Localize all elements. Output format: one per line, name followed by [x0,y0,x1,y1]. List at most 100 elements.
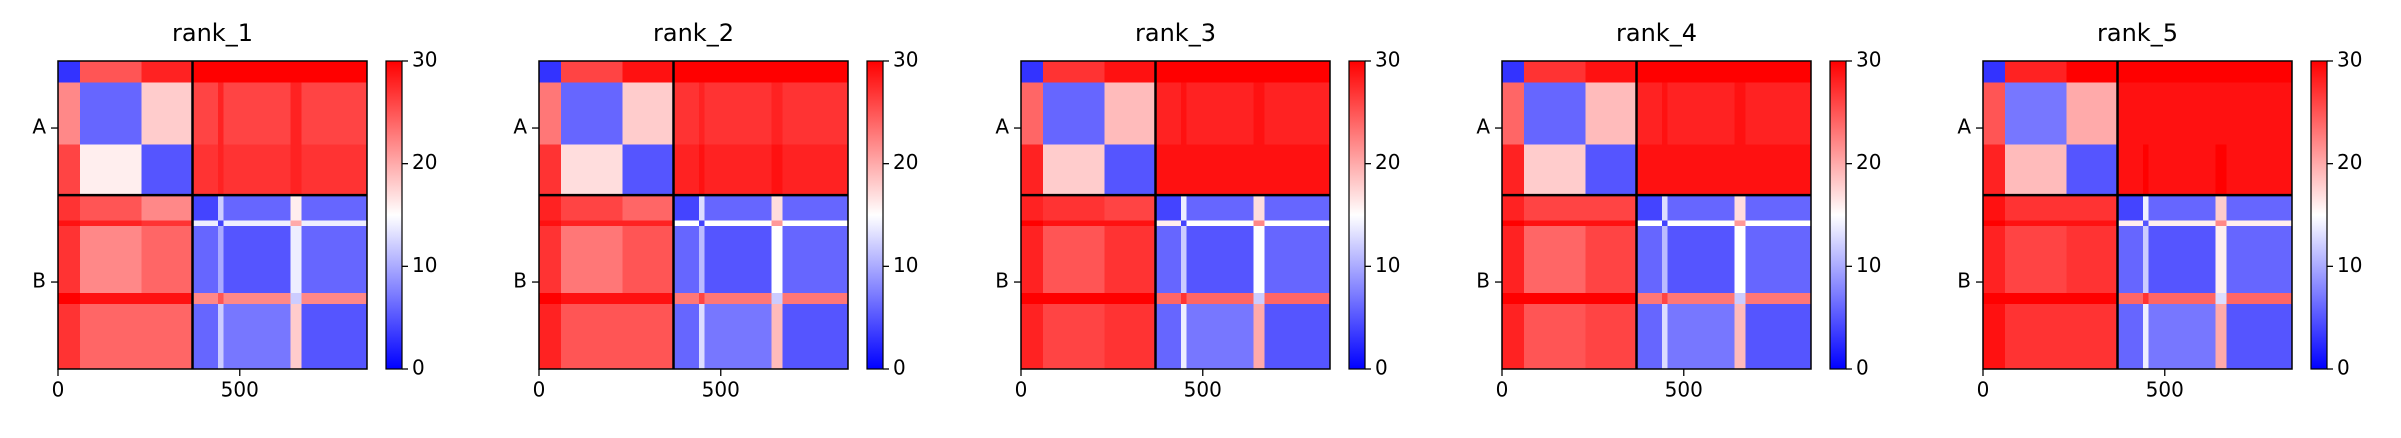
heatmap-cell [223,144,292,196]
heatmap-cell [2004,225,2068,294]
heatmap-cell [1104,292,1157,305]
heatmap-cell [2004,292,2068,305]
heatmap-cell [141,195,194,221]
heatmap-cell [782,195,849,221]
heatmap-cell [560,225,624,294]
colorbar-tick-label: 20 [893,150,918,174]
heatmap-cell [2148,220,2217,227]
heatmap-cell [1104,82,1157,145]
heatmap-cell [622,144,675,196]
heatmap-cell [1585,144,1638,196]
heatmap-cell [1636,82,1663,145]
heatmap-cell [1104,225,1157,294]
heatmap-cell [2226,195,2293,221]
heatmap-cell [673,292,700,305]
heatmap-cell [560,220,624,227]
heatmap-cell [301,144,368,196]
heatmap-cell [1983,303,2006,370]
heatmap-cell [290,220,303,227]
heatmap-cell [1264,292,1331,305]
heatmap-cell [673,303,700,370]
heatmap-cell [1734,82,1747,145]
colorbar-tick-label: 10 [412,253,437,277]
heatmap-cell [2004,220,2068,227]
heatmap-cell [1021,225,1044,294]
heatmap-cell [223,195,292,221]
heatmap-cell [223,303,292,370]
heatmap-cell [1186,144,1255,196]
heatmap-cell [223,82,292,145]
heatmap-cell [1253,61,1266,84]
heatmap-cell [1186,61,1255,84]
heatmap-cell [2066,82,2119,145]
heatmap-cell [141,144,194,196]
heatmap-cell [2142,144,2149,196]
heatmap-cell [673,144,700,196]
axes-frame [1982,60,2293,370]
heatmap-cell [1042,144,1106,196]
heatmap-cell [2226,220,2293,227]
y-tick-label: A [513,115,527,139]
heatmap-cell [1636,61,1663,84]
heatmap-cell [560,303,624,370]
heatmap-cell [192,144,219,196]
heatmap-cell [301,220,368,227]
x-tick-label: 0 [52,378,65,402]
heatmap-cell [2117,195,2144,221]
heatmap-cell [539,82,562,145]
heatmap-cell [539,220,562,227]
heatmap-cell [2004,303,2068,370]
heatmap-cell [1667,61,1736,84]
heatmap-cell [560,292,624,305]
colorbar [1348,60,1366,370]
heatmap-cell [1636,292,1663,305]
x-tick-label: 0 [1015,378,1028,402]
heatmap-cell [1661,144,1668,196]
heatmap-cell [1636,195,1663,221]
heatmap-cell [2066,225,2119,294]
heatmap-cell [782,303,849,370]
x-tick-label: 0 [1977,378,1990,402]
heatmap-cell [1585,292,1638,305]
heatmap-cell [290,61,303,84]
heatmap-cell [2148,82,2217,145]
heatmap-cell [1734,195,1747,221]
x-tick-label: 500 [221,378,259,402]
heatmap-cell [560,144,624,196]
heatmap-cell [2142,225,2149,294]
heatmap-cell [1180,61,1187,84]
heatmap-cell [1264,303,1331,370]
x-tick-label: 500 [1665,378,1703,402]
heatmap-cell [1021,195,1044,221]
heatmap-cell [698,220,705,227]
y-tick-label: B [32,269,46,293]
heatmap-cell [539,292,562,305]
colorbar-tick-label: 20 [2337,150,2362,174]
y-tick-label: B [1476,269,1490,293]
heatmap-cell [1104,195,1157,221]
heatmap-cell [1983,82,2006,145]
panel-title: rank_1 [172,19,253,47]
heatmap-cell [141,225,194,294]
heatmap-cell [698,82,705,145]
heatmap-cell [1180,144,1187,196]
colorbar-tick-label: 30 [412,48,437,72]
colorbar-tick-label: 10 [1375,253,1400,277]
heatmap-cell [301,61,368,84]
heatmap-cell [2004,144,2068,196]
heatmap-cell [1186,195,1255,221]
heatmap-cell [539,61,562,84]
colorbar-tick-label: 30 [2337,48,2362,72]
heatmap-cell [771,303,784,370]
heatmap-cell [1180,82,1187,145]
heatmap-cell [2148,292,2217,305]
heatmap-cell [217,292,224,305]
panel-title: rank_2 [653,19,734,47]
heatmap-cell [1983,61,2006,84]
heatmap-cell [2004,82,2068,145]
heatmap-cell [223,220,292,227]
heatmap-cell [1734,220,1747,227]
heatmap-cell [1502,61,1525,84]
heatmap-cell [2148,225,2217,294]
heatmap-cell [2215,82,2228,145]
